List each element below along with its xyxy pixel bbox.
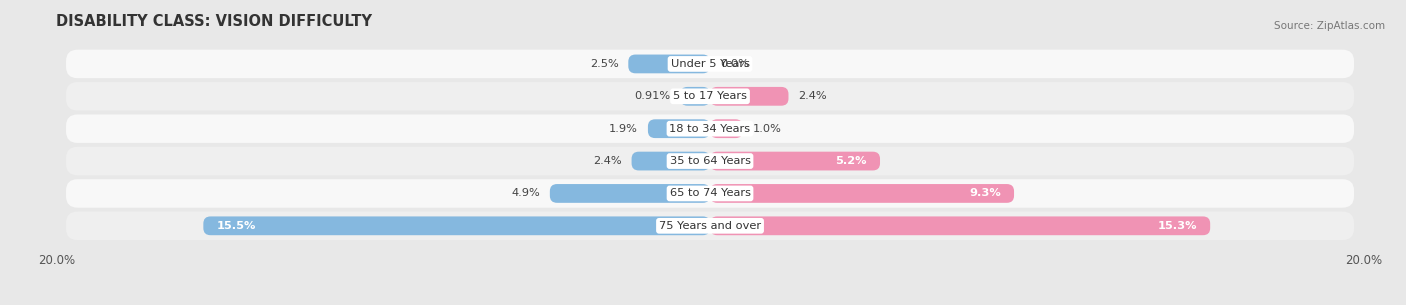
FancyBboxPatch shape [710, 87, 789, 106]
FancyBboxPatch shape [66, 212, 1354, 240]
FancyBboxPatch shape [66, 179, 1354, 208]
Text: 75 Years and over: 75 Years and over [659, 221, 761, 231]
FancyBboxPatch shape [66, 114, 1354, 143]
FancyBboxPatch shape [550, 184, 710, 203]
FancyBboxPatch shape [631, 152, 710, 170]
Text: 9.3%: 9.3% [969, 188, 1001, 199]
FancyBboxPatch shape [648, 119, 710, 138]
FancyBboxPatch shape [681, 87, 710, 106]
Text: 15.5%: 15.5% [217, 221, 256, 231]
Text: 2.4%: 2.4% [799, 91, 827, 101]
Text: Under 5 Years: Under 5 Years [671, 59, 749, 69]
Text: 5 to 17 Years: 5 to 17 Years [673, 91, 747, 101]
Text: 1.9%: 1.9% [609, 124, 638, 134]
Text: 0.91%: 0.91% [634, 91, 671, 101]
Text: 35 to 64 Years: 35 to 64 Years [669, 156, 751, 166]
Text: 5.2%: 5.2% [835, 156, 868, 166]
FancyBboxPatch shape [710, 217, 1211, 235]
FancyBboxPatch shape [204, 217, 710, 235]
Text: 4.9%: 4.9% [512, 188, 540, 199]
FancyBboxPatch shape [66, 82, 1354, 110]
Text: 65 to 74 Years: 65 to 74 Years [669, 188, 751, 199]
Text: 1.0%: 1.0% [752, 124, 782, 134]
Text: Source: ZipAtlas.com: Source: ZipAtlas.com [1274, 21, 1385, 31]
Text: DISABILITY CLASS: VISION DIFFICULTY: DISABILITY CLASS: VISION DIFFICULTY [56, 14, 373, 29]
FancyBboxPatch shape [710, 152, 880, 170]
Text: 15.3%: 15.3% [1157, 221, 1197, 231]
FancyBboxPatch shape [710, 184, 1014, 203]
FancyBboxPatch shape [628, 55, 710, 73]
Text: 2.4%: 2.4% [593, 156, 621, 166]
Text: 0.0%: 0.0% [720, 59, 749, 69]
FancyBboxPatch shape [66, 50, 1354, 78]
Text: 2.5%: 2.5% [589, 59, 619, 69]
Text: 18 to 34 Years: 18 to 34 Years [669, 124, 751, 134]
FancyBboxPatch shape [710, 119, 742, 138]
FancyBboxPatch shape [66, 147, 1354, 175]
